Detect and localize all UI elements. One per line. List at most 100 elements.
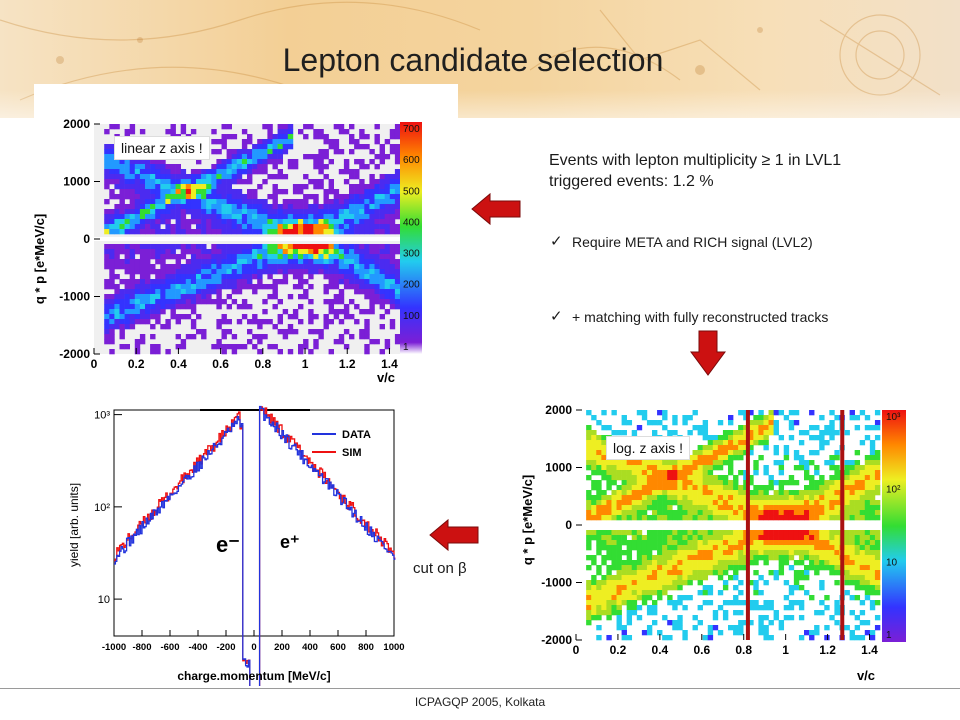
heatmap-cell [241,199,248,205]
heatmap-cell [160,209,166,215]
heatmap-cell [150,284,156,290]
heatmap-cell [697,445,703,451]
heatmap-cell [773,515,779,521]
heatmap-cell [834,505,840,511]
heatmap-cell [652,460,658,466]
heatmap-cell [206,219,212,225]
heatmap-cell [354,249,360,255]
heatmap-cell [206,264,212,270]
heatmap-cell [692,505,698,511]
heatmap-cell [626,595,633,601]
heatmap-cell [323,314,329,320]
heatmap-cell [646,470,653,476]
heatmap-cell [165,169,171,175]
heatmap-cell [738,535,744,541]
heatmap-cell [788,585,795,591]
heatmap-cell [155,159,161,165]
heatmap-cell [606,550,612,556]
heatmap-cell [389,209,396,215]
heatmap-cell [606,615,612,621]
heatmap-cell [707,510,714,516]
heatmap-cell [323,244,329,250]
heatmap-cell [257,269,263,275]
heatmap-cell [712,570,719,576]
heatmap-cell [809,495,815,501]
heatmap-cell [272,259,278,265]
heatmap-cell [657,545,663,551]
heatmap-cell [150,314,156,320]
heatmap-cell [692,510,698,516]
heatmap-cell [621,560,627,566]
heatmap-cell [257,249,263,255]
heatmap-cell [231,289,238,295]
heatmap-cell [854,465,861,471]
heatmap-cell [328,274,334,280]
heatmap-cell [753,605,759,611]
heatmap-cell [257,274,263,280]
heatmap-cell [287,294,294,300]
heatmap-cell [190,194,197,200]
heatmap-cell [662,490,668,496]
heatmap-cell [338,219,345,225]
heatmap-cell [768,430,774,436]
heatmap-cell [277,169,283,175]
heatmap-cell [722,495,729,501]
heatmap-cell [287,269,294,275]
heatmap-cell [864,590,871,596]
heatmap-cell [657,595,663,601]
heatmap-cell [697,550,703,556]
heatmap-cell [854,505,861,511]
heatmap-cell [104,299,110,305]
heatmap-cell [196,229,202,235]
heatmap-cell [804,470,810,476]
heatmap-cell [262,264,268,270]
heatmap-cell [185,184,192,190]
heatmap-cell [616,620,622,626]
heatmap-cell [722,500,729,506]
heatmap-cell [216,179,222,185]
heatmap-cell [611,460,617,466]
heatmap-cell [374,249,380,255]
zero-line [94,237,400,241]
heatmap-cell [778,535,785,541]
heatmap-cell [139,199,146,205]
heatmap-cell [190,199,197,205]
heatmap-cell [262,204,268,210]
heatmap-cell [586,515,592,521]
heatmap-cell [318,259,324,265]
heatmap-cell [819,430,825,436]
heatmap-cell [652,510,658,516]
heatmap-cell [636,560,643,566]
heatmap-cell [313,214,319,220]
heatmap-cell [829,565,835,571]
heatmap-cell [626,560,633,566]
heatmap-cell [869,500,876,506]
heatmap-cell [129,294,136,300]
heatmap-cell [824,430,830,436]
heatmap-cell [323,154,329,160]
heatmap-cell [712,560,719,566]
heatmap-cell [272,264,278,270]
heatmap-cell [211,169,217,175]
heatmap-cell [252,249,258,255]
heatmap-cell [783,510,790,516]
heatmap-cell [753,465,759,471]
heatmap-cell [175,259,181,265]
heatmap-cell [374,244,380,250]
heatmap-cell [257,184,263,190]
heatmap-cell [682,570,688,576]
heatmap-cell [308,329,314,335]
heatmap-cell [712,440,719,446]
heatmap-cell [591,610,597,616]
heatmap-cell [814,625,820,631]
heatmap-cell [389,304,396,310]
heatmap-cell [869,495,876,501]
heatmap-cell [773,540,779,546]
heatmap-cell [308,214,314,220]
heatmap-cell [124,304,130,310]
heatmap-cell [221,124,227,130]
heatmap-cell [354,279,360,285]
heatmap-cell [596,540,602,546]
heatmap-cell [697,565,703,571]
heatmap-cell [646,595,653,601]
